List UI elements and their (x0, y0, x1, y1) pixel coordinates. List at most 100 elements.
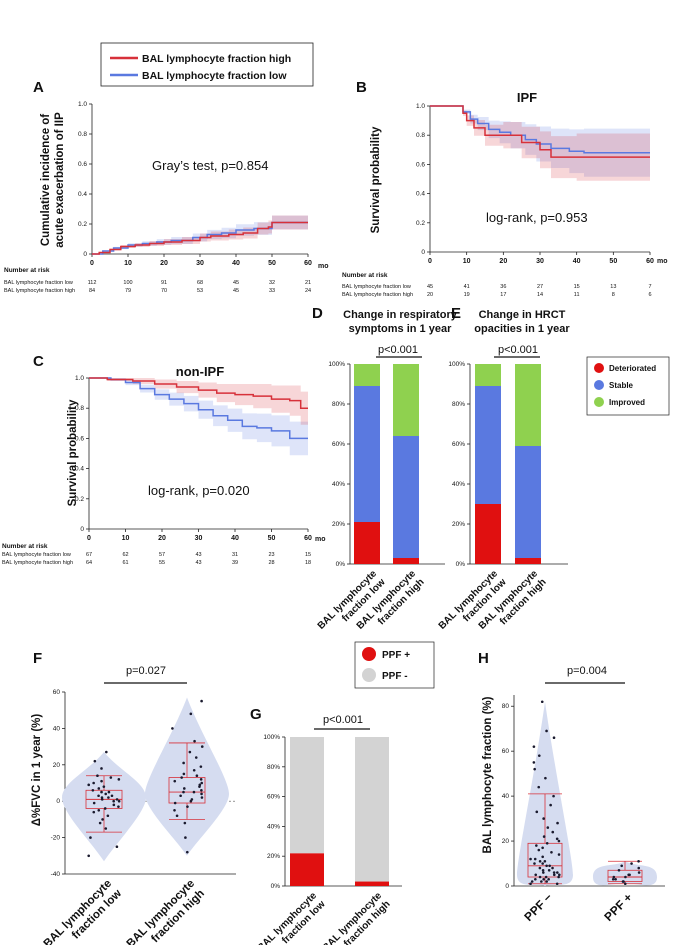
panel-b-risk-header: Number at risk (342, 272, 388, 279)
legend-improved-label: Improved (609, 398, 645, 407)
panel-a-xtick-label: 50 (268, 260, 276, 267)
top-legend: BAL lymphocyte fraction high BAL lymphoc… (100, 42, 314, 87)
panel-b-risk-high-value: 20 (427, 292, 433, 298)
panel-h-point-high (612, 875, 616, 879)
panel-h-point-low (532, 745, 536, 748)
panel-a-ytick-label: 1.0 (78, 101, 87, 108)
panel-h-point-low (545, 729, 548, 733)
panel-b-xtick-label: 0 (428, 258, 432, 265)
panel-h-violin-high (593, 861, 657, 886)
panel-f-point-low (87, 783, 91, 787)
panel-b-risk-high-label: BAL lymphocyte fraction high (342, 292, 413, 298)
panel-h-point-low (541, 868, 545, 872)
panel-f-point-low (93, 759, 97, 763)
ppf-neg-swatch (362, 668, 376, 682)
panel-g-bar-high-ppf (355, 881, 389, 886)
panel-e-title-1: Change in HRCT (479, 309, 566, 321)
panel-d-title-1: Change in respiratory (343, 309, 458, 321)
panel-f-point-low (109, 776, 113, 779)
panel-c-risk-low-value: 31 (232, 552, 238, 558)
panel-h-box-high (607, 869, 643, 882)
panel-h-point-low (552, 736, 556, 739)
panel-h-point-low (532, 761, 536, 764)
panel-e-title-2: opacities in 1 year (474, 323, 570, 335)
panel-c-risk-high-value: 43 (195, 560, 201, 566)
panel-e-bar-low-stable (475, 386, 501, 504)
panel-f-point-low (104, 792, 108, 796)
panel-a-risk-low-value: 68 (197, 280, 203, 286)
panel-f-point-high (192, 790, 196, 794)
panel-a-ylabel-2: acute exacerbation of IIP (54, 112, 66, 248)
panel-f-category-label: BAL lymphocytefraction high (125, 878, 207, 945)
panel-a-risk-high-value: 33 (269, 288, 275, 294)
panel-c-risk-high-value: 28 (268, 560, 274, 566)
panel-f-ytick-label: -40 (51, 871, 61, 878)
panel-a-ytick-label: 0.2 (78, 221, 87, 228)
panel-c-ytick-label: 0.4 (75, 466, 84, 473)
panel-b-xtick-label: 40 (573, 258, 581, 265)
panel-f-ytick-label: 20 (53, 762, 61, 769)
panel-e-ytick-label: 60% (452, 441, 465, 448)
panel-f-point-high (180, 776, 183, 779)
panel-h-point-low (557, 875, 560, 879)
panel-f-point-high (199, 778, 203, 781)
panel-h-point-low (544, 875, 548, 879)
panel-c-risk-high-value: 61 (122, 560, 128, 566)
legend-low-label: BAL lymphocyte fraction low (142, 70, 287, 82)
panel-c-risk-low-value: 15 (305, 552, 311, 558)
panel-c-risk-header: Number at risk (2, 543, 48, 550)
panel-f-ylabel: Δ%FVC in 1 year (%) (31, 714, 43, 827)
panel-b-xtick-label: 30 (536, 258, 544, 265)
panel-a-ytick-label: 0 (83, 251, 87, 258)
panel-f-ytick-label: 0 (56, 798, 60, 805)
panel-a-risk-low-value: 45 (233, 280, 239, 286)
panel-b-risk-low-value: 15 (574, 284, 580, 290)
panel-d-ytick-label: 40% (332, 481, 345, 488)
panel-f-point-high (192, 768, 196, 772)
panel-b-ytick-label: 0.6 (416, 161, 425, 168)
panel-h-ytick-label: 0 (505, 883, 509, 890)
panel-h-point-low (538, 875, 542, 879)
panel-f-point-high (200, 792, 203, 796)
panel-h-point-low (542, 835, 546, 838)
panel-d: D Change in respiratory symptoms in 1 ye… (312, 305, 458, 632)
panel-b-risk-high-value: 11 (574, 292, 580, 298)
panel-f-ytick-label: 40 (53, 725, 61, 732)
panel-h-point-low (541, 855, 544, 859)
panel-f-point-high (182, 772, 186, 776)
panel-h-ytick-label: 40 (502, 793, 510, 800)
panel-f-box-high (168, 777, 206, 804)
panel-h-point-low (544, 776, 547, 780)
panel-h-point-low (550, 850, 553, 854)
panel-a-xtick-label: 30 (196, 260, 204, 267)
panel-e-ytick-label: 80% (452, 401, 465, 408)
panel-b: B IPF Survival probability log-rank, p=0… (342, 79, 668, 298)
panel-h-point-high (611, 877, 615, 881)
panel-d-ytick-label: 80% (332, 401, 345, 408)
panel-a-risk-low-label: BAL lymphocyte fraction low (4, 280, 73, 286)
panel-c-ytick-label: 1.0 (75, 375, 84, 382)
panel-c-risk-high-value: 18 (305, 560, 311, 566)
panel-h-ylabel: BAL lymphocyte fraction (%) (482, 696, 494, 853)
panel-g-bar-high-ppf (355, 737, 389, 882)
panel-f-point-low (91, 788, 95, 792)
panel-g-ytick-label: 60% (267, 794, 280, 801)
panel-c-mo: mo (315, 536, 326, 543)
panel-f-point-high (200, 781, 204, 785)
panel-c-title: non-IPF (176, 364, 224, 379)
panel-h-point-low (540, 880, 543, 883)
panel-h-point-low (529, 857, 532, 861)
panel-g: G PPF + PPF - p<0.001 0% 20% 40% 60% 80% 100%… (250, 641, 435, 945)
panel-a-risk-low-value: 21 (305, 280, 311, 286)
panel-b-risk-low-value: 41 (464, 284, 470, 290)
panel-c-ytick-label: 0.6 (75, 435, 84, 442)
panel-b-risk-high-value: 6 (648, 292, 651, 298)
panel-c-ylabel: Survival probability (67, 399, 79, 506)
panel-a-ylabel-1: Cumulative incidence of (40, 114, 52, 246)
panel-c-ci-band-low (89, 378, 308, 457)
panel-c-xtick-label: 10 (122, 535, 130, 542)
panel-f-point-low (100, 767, 103, 770)
panel-f-violin-low (62, 752, 146, 862)
panel-g-ytick-label: 0% (271, 883, 281, 890)
